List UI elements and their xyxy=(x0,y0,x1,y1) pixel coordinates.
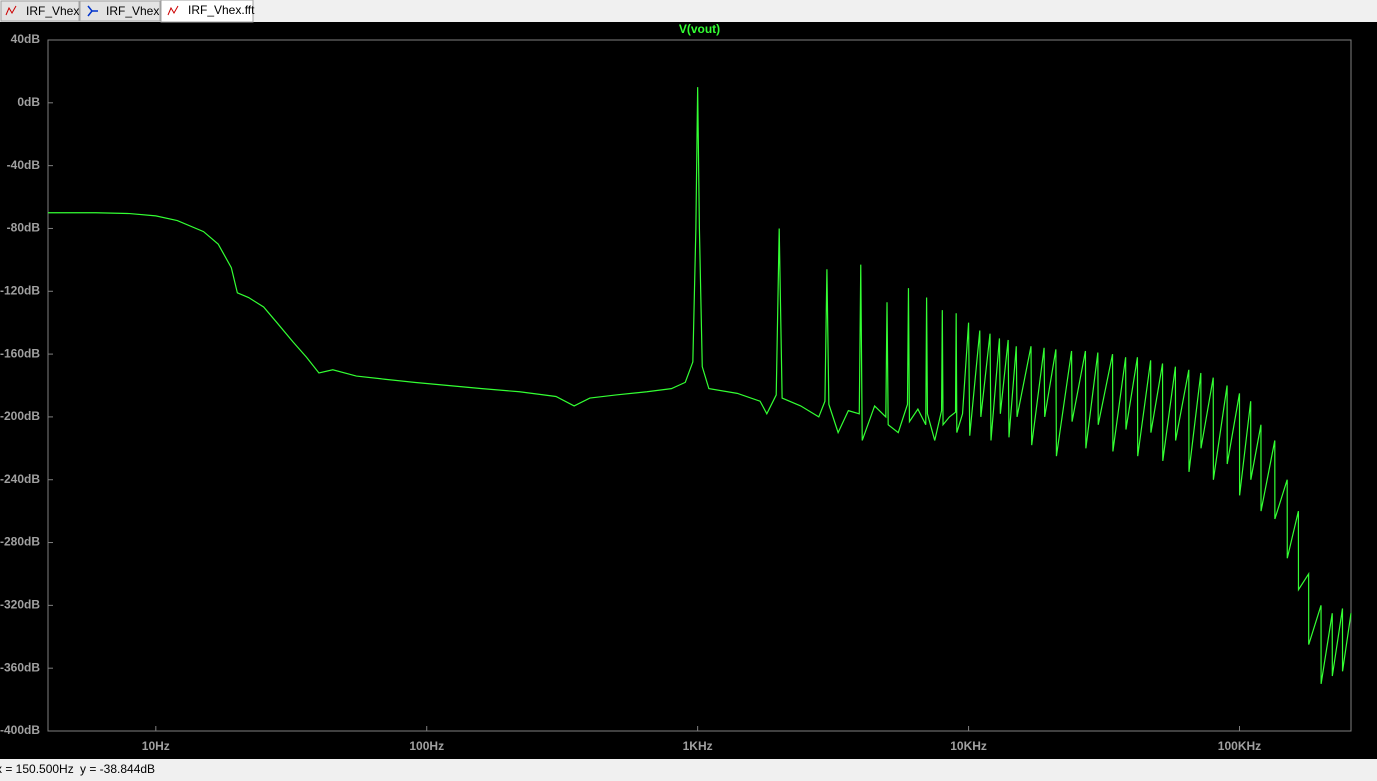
y-tick-label: -200dB xyxy=(0,409,40,423)
y-tick-label: 0dB xyxy=(17,95,40,109)
y-tick-label: -240dB xyxy=(0,472,40,486)
y-tick-label: -120dB xyxy=(0,283,40,297)
series-line xyxy=(48,87,1352,684)
status-bar xyxy=(0,759,1377,781)
y-tick-label: 40dB xyxy=(11,32,41,46)
x-tick-label: 10Hz xyxy=(142,739,170,753)
status-x: x = 150.500Hz xyxy=(0,762,74,776)
tab-label: IRF_Vhex xyxy=(26,4,79,18)
plot-frame xyxy=(47,39,1352,732)
x-tick-label: 10KHz xyxy=(950,739,987,753)
y-tick-label: -360dB xyxy=(0,660,40,674)
y-tick-label: -320dB xyxy=(0,598,40,612)
series-title: V(vout) xyxy=(679,22,720,36)
y-tick-label: -280dB xyxy=(0,535,40,549)
tab-label: IRF_Vhex xyxy=(106,4,159,18)
tab[interactable]: IRF_Vhex xyxy=(0,0,80,22)
x-tick-label: 100Hz xyxy=(409,739,444,753)
y-tick-label: -40dB xyxy=(7,158,41,172)
y-tick-label: -160dB xyxy=(0,346,40,360)
x-tick-label: 1KHz xyxy=(683,739,713,753)
tab-label: IRF_Vhex.fft xyxy=(188,3,255,17)
plot: 40dB 0dB -40dB -80dB -120dB -160dB -200dB -240d… xyxy=(0,22,1352,753)
tab-active[interactable]: IRF_Vhex.fft xyxy=(160,0,255,23)
tab-bar xyxy=(0,0,1377,22)
y-tick-label: -400dB xyxy=(0,723,40,737)
status-y: y = -38.844dB xyxy=(80,762,155,776)
x-tick-label: 100KHz xyxy=(1218,739,1261,753)
tab[interactable]: IRF_Vhex xyxy=(79,0,161,22)
y-tick-label: -80dB xyxy=(7,221,41,235)
